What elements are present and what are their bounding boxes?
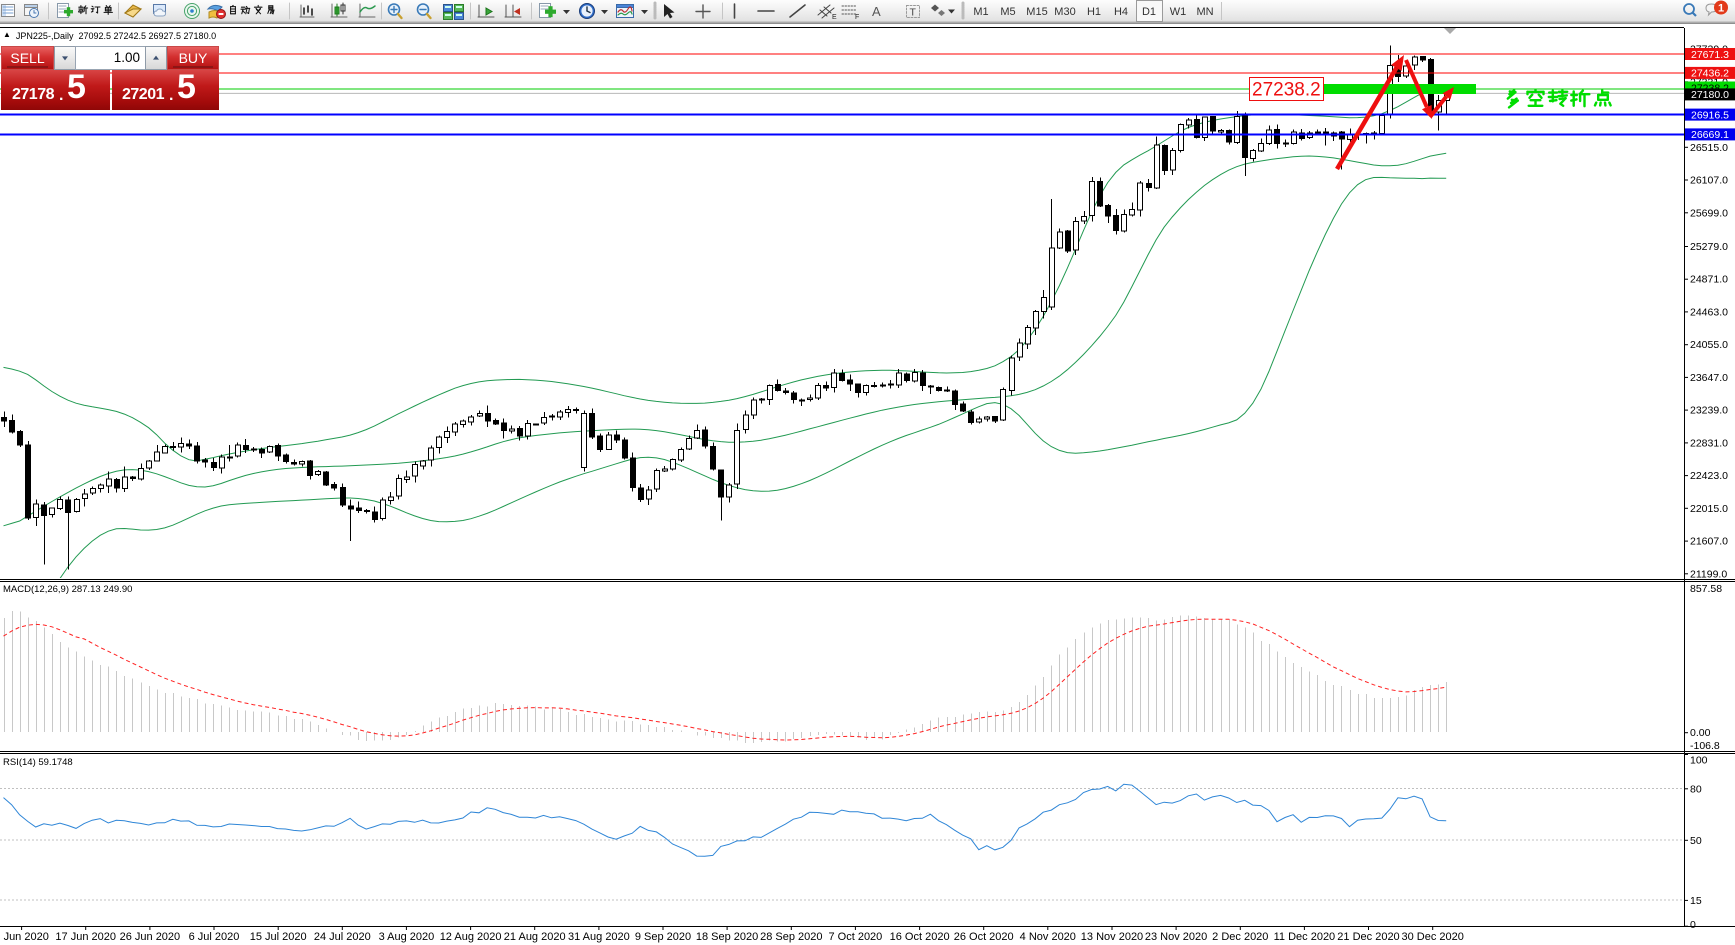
svg-text:23 Nov 2020: 23 Nov 2020 <box>1145 931 1207 943</box>
svg-text:1: 1 <box>1718 3 1724 15</box>
svg-text:21607.0: 21607.0 <box>1690 536 1728 548</box>
svg-text:26669.1: 26669.1 <box>1691 129 1729 141</box>
svg-text:4 Nov 2020: 4 Nov 2020 <box>1020 931 1076 943</box>
svg-text:50: 50 <box>1690 835 1702 847</box>
svg-text:3 Aug 2020: 3 Aug 2020 <box>379 931 435 943</box>
svg-text:26 Jun 2020: 26 Jun 2020 <box>120 931 181 943</box>
svg-text:26515.0: 26515.0 <box>1690 142 1728 154</box>
svg-text:21199.0: 21199.0 <box>1690 568 1727 580</box>
svg-text:17 Jun 2020: 17 Jun 2020 <box>55 931 116 943</box>
svg-text:23239.0: 23239.0 <box>1690 405 1728 417</box>
svg-text:M30: M30 <box>1054 6 1075 18</box>
svg-text:30 Dec 2020: 30 Dec 2020 <box>1402 931 1464 943</box>
svg-text:26 Oct 2020: 26 Oct 2020 <box>954 931 1014 943</box>
svg-text:100: 100 <box>1690 755 1708 767</box>
svg-text:31 Aug 2020: 31 Aug 2020 <box>568 931 630 943</box>
svg-text:0: 0 <box>1690 919 1696 931</box>
svg-text:M15: M15 <box>1026 6 1047 18</box>
svg-text:24871.0: 24871.0 <box>1690 274 1728 286</box>
svg-text:T: T <box>910 7 917 19</box>
svg-text:13 Nov 2020: 13 Nov 2020 <box>1081 931 1143 943</box>
svg-text:W1: W1 <box>1170 6 1187 18</box>
svg-text:A: A <box>872 4 881 19</box>
svg-text:E: E <box>832 14 837 21</box>
svg-text:M1: M1 <box>973 6 988 18</box>
svg-text:21 Aug 2020: 21 Aug 2020 <box>504 931 566 943</box>
svg-text:27238.2: 27238.2 <box>1252 80 1321 101</box>
svg-text:0.00: 0.00 <box>1690 727 1711 739</box>
svg-text:24055.0: 24055.0 <box>1690 339 1728 351</box>
svg-text:857.58: 857.58 <box>1690 583 1722 595</box>
svg-text:12 Aug 2020: 12 Aug 2020 <box>440 931 502 943</box>
svg-text:H4: H4 <box>1114 6 1128 18</box>
svg-text:F: F <box>855 14 859 21</box>
svg-text:22015.0: 22015.0 <box>1690 503 1728 515</box>
svg-text:M5: M5 <box>1000 6 1015 18</box>
svg-text:15: 15 <box>1690 895 1702 907</box>
svg-text:7 Oct 2020: 7 Oct 2020 <box>828 931 882 943</box>
svg-text:80: 80 <box>1690 783 1702 795</box>
svg-text:8 Jun 2020: 8 Jun 2020 <box>0 931 49 943</box>
svg-text:MACD(12,26,9) 287.13 249.90: MACD(12,26,9) 287.13 249.90 <box>3 584 132 595</box>
svg-text:25699.0: 25699.0 <box>1690 207 1728 219</box>
svg-text:28 Sep 2020: 28 Sep 2020 <box>760 931 822 943</box>
svg-text:27180.0: 27180.0 <box>1691 89 1729 101</box>
svg-text:27436.2: 27436.2 <box>1691 68 1729 80</box>
svg-text:9 Sep 2020: 9 Sep 2020 <box>635 931 691 943</box>
svg-text:16 Oct 2020: 16 Oct 2020 <box>890 931 950 943</box>
svg-text:27671.3: 27671.3 <box>1691 49 1729 61</box>
svg-text:22831.0: 22831.0 <box>1690 437 1728 449</box>
svg-text:23647.0: 23647.0 <box>1690 372 1728 384</box>
svg-text:6 Jul 2020: 6 Jul 2020 <box>189 931 240 943</box>
svg-text:D1: D1 <box>1142 6 1156 18</box>
svg-text:25279.0: 25279.0 <box>1690 241 1728 253</box>
svg-text:26916.5: 26916.5 <box>1691 109 1729 121</box>
svg-text:15 Jul 2020: 15 Jul 2020 <box>250 931 307 943</box>
svg-text:18 Sep 2020: 18 Sep 2020 <box>696 931 758 943</box>
svg-text:RSI(14) 59.1748: RSI(14) 59.1748 <box>3 757 73 768</box>
svg-text:21 Dec 2020: 21 Dec 2020 <box>1337 931 1399 943</box>
svg-text:24463.0: 24463.0 <box>1690 306 1728 318</box>
svg-text:H1: H1 <box>1087 6 1101 18</box>
svg-text:11 Dec 2020: 11 Dec 2020 <box>1274 931 1336 943</box>
svg-text:2 Dec 2020: 2 Dec 2020 <box>1212 931 1268 943</box>
svg-text:MN: MN <box>1196 6 1213 18</box>
svg-text:26107.0: 26107.0 <box>1690 175 1728 187</box>
svg-text:-106.8: -106.8 <box>1690 740 1720 752</box>
svg-text:24 Jul 2020: 24 Jul 2020 <box>314 931 371 943</box>
svg-text:22423.0: 22423.0 <box>1690 470 1728 482</box>
